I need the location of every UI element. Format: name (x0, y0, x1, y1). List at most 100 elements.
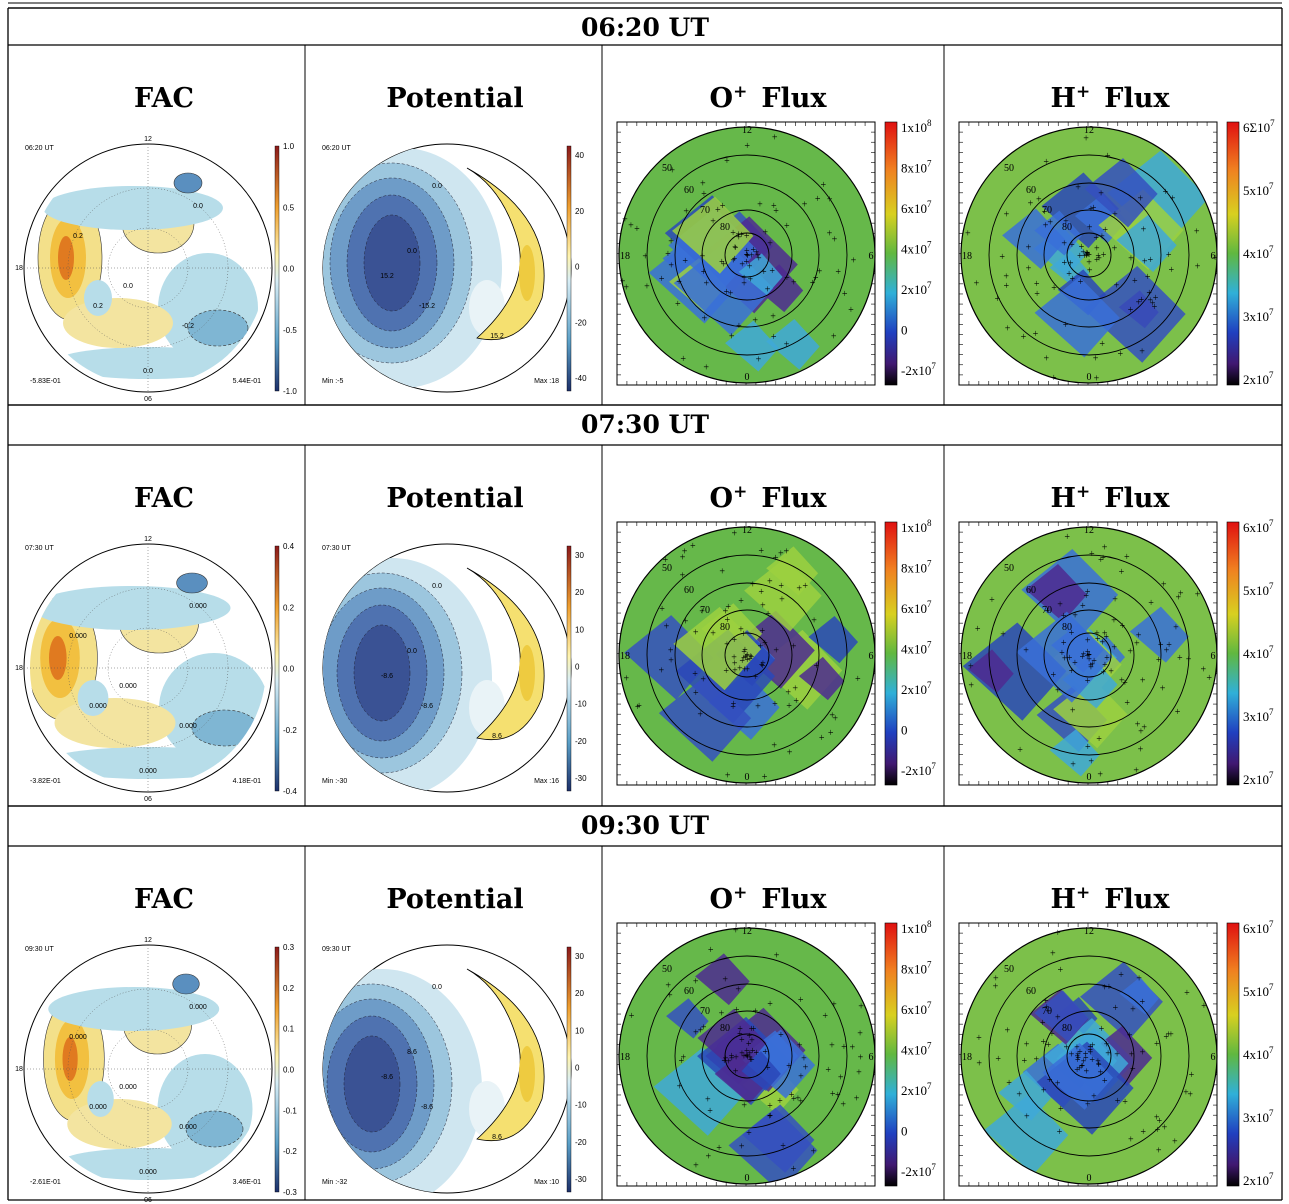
contour-label: 8.6 (407, 1049, 417, 1056)
data-point: + (1128, 305, 1134, 316)
data-point: + (1187, 1090, 1193, 1101)
polar-label: 50 (662, 563, 672, 574)
fac-region (177, 573, 208, 593)
data-point: + (1118, 970, 1124, 981)
contour-label: 8.6 (492, 733, 502, 740)
data-point: + (1023, 645, 1029, 656)
data-point: + (848, 305, 854, 316)
data-point: + (1085, 249, 1091, 260)
polar-label: 60 (1026, 185, 1036, 196)
tick-base: 3x10 (1243, 1110, 1269, 1125)
fac-region (174, 173, 202, 193)
polar-label: 0 (745, 372, 750, 383)
data-point: + (1094, 373, 1100, 384)
contour-label: 0.000 (69, 1034, 87, 1041)
tick-base: 8x10 (901, 962, 927, 977)
tick-base: 2x10 (901, 282, 927, 297)
colorbar-tick: 0.4 (283, 542, 295, 551)
contour-label: -8.6 (421, 1104, 433, 1111)
title-base: H (1051, 83, 1077, 114)
data-point: + (739, 230, 745, 241)
data-point: + (827, 228, 833, 239)
data-point: + (737, 1024, 743, 1035)
tick-exp: 7 (1269, 644, 1274, 654)
data-point: + (1113, 1003, 1119, 1014)
polar-label: 6 (869, 251, 874, 262)
colorbar-tick: 30 (575, 551, 584, 560)
data-point: + (1079, 242, 1085, 253)
contour-label: 0.0 (407, 648, 417, 655)
min-label: Min :-30 (322, 778, 347, 785)
data-point: + (705, 1151, 711, 1162)
colorbar (885, 923, 897, 1186)
data-point: + (968, 681, 974, 692)
data-point: + (701, 314, 707, 325)
data-point: + (1095, 251, 1101, 262)
data-point: + (829, 1040, 835, 1051)
contour-label: 0.0 (143, 368, 153, 375)
data-point: + (835, 1090, 841, 1101)
data-point: + (767, 1101, 773, 1112)
data-point: + (1201, 1001, 1207, 1012)
data-point: + (710, 628, 716, 639)
data-point: + (771, 332, 777, 343)
contour-label: 0.000 (139, 768, 157, 775)
data-point: + (1154, 1039, 1160, 1050)
colorbar-tick: 6x107 (901, 1000, 932, 1017)
max-label: Max :10 (534, 1179, 559, 1186)
data-point: + (1047, 1075, 1053, 1086)
colorbar-tick: 0.1 (283, 1025, 295, 1034)
data-point: + (697, 709, 703, 720)
colorbar-tick: 2x107 (901, 1081, 932, 1098)
data-point: + (854, 1093, 860, 1104)
panel-title: O+Flux (710, 482, 828, 514)
tick-exp: 7 (927, 1081, 932, 1091)
tick-exp: 7 (931, 361, 936, 371)
data-point: + (724, 156, 730, 167)
data-point: + (1089, 549, 1095, 560)
data-point: + (1085, 635, 1091, 646)
data-point: + (1129, 1049, 1135, 1060)
tick-exp: 7 (931, 761, 936, 771)
panel-title: O+Flux (710, 82, 828, 114)
tick-base: 4x10 (901, 1043, 927, 1058)
colorbar-tick: -20 (575, 318, 587, 327)
data-point: + (1184, 988, 1190, 999)
colorbar-tick: 30 (575, 952, 584, 961)
tick-base: 4x10 (1243, 646, 1269, 661)
colorbar-tick: 8x107 (901, 559, 932, 576)
contour-label: 0.2 (73, 233, 83, 240)
colorbar-tick: -2x107 (901, 761, 936, 778)
tick-base: 4x10 (1243, 1047, 1269, 1062)
data-point: + (1127, 1031, 1133, 1042)
data-point: + (791, 642, 797, 653)
data-point: + (797, 1040, 803, 1051)
data-point: + (1106, 982, 1112, 993)
tick-base: 3x10 (1243, 309, 1269, 324)
tick-base: 5x10 (1243, 583, 1269, 598)
data-point: + (1063, 320, 1069, 331)
data-point: + (1049, 1029, 1055, 1040)
colorbar-tick: -0.2 (283, 1147, 297, 1156)
data-point: + (733, 926, 739, 937)
polar-label: 60 (684, 185, 694, 196)
polar-label: 80 (720, 622, 730, 633)
polar-label: 60 (1026, 585, 1036, 596)
data-point: + (771, 201, 777, 212)
polar-label: 18 (962, 251, 972, 262)
data-point: + (1026, 243, 1032, 254)
data-point: + (1006, 1078, 1012, 1089)
data-point: + (701, 267, 707, 278)
data-point: + (724, 640, 730, 651)
title-rest: Flux (1104, 483, 1170, 514)
data-point: + (1040, 1018, 1046, 1029)
data-point: + (749, 1035, 755, 1046)
colorbar-tick: 0.3 (283, 943, 295, 952)
panel-title: Potential (386, 884, 523, 915)
colorbar-tick: -0.3 (283, 1188, 297, 1197)
title-sup: + (733, 82, 747, 102)
data-point: + (785, 688, 791, 699)
colorbar-tick: 1x108 (901, 518, 932, 535)
data-point: + (827, 194, 833, 205)
data-point: + (1075, 183, 1081, 194)
